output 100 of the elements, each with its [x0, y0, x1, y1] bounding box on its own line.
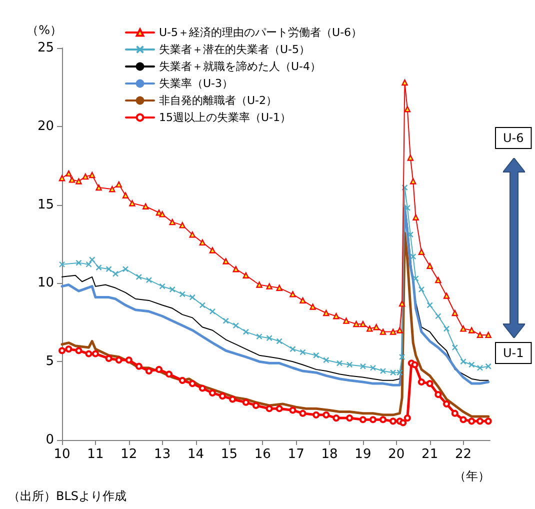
point	[370, 364, 376, 371]
point	[112, 270, 119, 277]
point	[266, 405, 273, 412]
point	[336, 360, 343, 366]
point	[398, 354, 406, 360]
legend-label: 失業者＋潜在的失業者（U-5）	[159, 43, 310, 56]
x-tick-label: 13	[154, 447, 171, 462]
point	[452, 310, 458, 316]
point	[452, 344, 458, 351]
point	[323, 356, 330, 364]
point	[468, 418, 476, 425]
point	[209, 247, 216, 254]
point	[411, 361, 418, 368]
point	[407, 154, 414, 161]
point	[188, 380, 196, 388]
point	[418, 286, 425, 293]
point	[402, 79, 408, 86]
point	[169, 286, 176, 293]
point	[426, 380, 434, 388]
point	[369, 416, 376, 424]
point	[142, 203, 149, 210]
point	[313, 352, 320, 358]
point	[276, 338, 282, 344]
point	[76, 260, 82, 266]
line-series	[60, 232, 490, 418]
point	[451, 410, 458, 417]
point	[404, 106, 411, 112]
point	[159, 283, 166, 290]
x-tick-label: 14	[187, 447, 204, 462]
point	[189, 294, 196, 300]
point	[396, 369, 403, 376]
text: U-6	[503, 131, 524, 145]
point	[86, 261, 92, 268]
point	[198, 384, 206, 392]
point	[208, 389, 216, 396]
point	[460, 358, 466, 365]
point	[85, 350, 92, 358]
y-tick-label: 15	[37, 197, 54, 212]
point	[426, 302, 433, 308]
point	[219, 392, 226, 400]
point	[232, 322, 239, 329]
point	[242, 398, 250, 406]
point	[398, 300, 406, 307]
point	[199, 302, 206, 308]
point	[346, 414, 354, 422]
x-tick-label: 20	[388, 447, 405, 462]
point	[266, 283, 272, 290]
point	[289, 406, 296, 414]
y-tick-label: 0	[46, 432, 54, 448]
point	[88, 172, 96, 178]
point	[460, 416, 467, 424]
point	[410, 178, 416, 184]
y-tick-label: 10	[37, 276, 54, 291]
x-tick-label: 15	[220, 447, 238, 462]
point	[229, 396, 236, 403]
x-tick-label: 12	[120, 447, 138, 462]
point	[412, 214, 419, 220]
point	[332, 414, 340, 422]
point	[169, 218, 176, 226]
point	[353, 320, 360, 328]
point	[390, 418, 397, 425]
point	[179, 291, 186, 298]
point	[485, 363, 492, 370]
point	[135, 362, 142, 370]
point	[418, 378, 425, 386]
point	[199, 239, 206, 246]
point	[232, 266, 239, 272]
legend-label: U-5＋経済的理由のパート労働者（U-6）	[159, 26, 362, 39]
point	[82, 173, 89, 180]
point	[92, 350, 99, 358]
legend-label: 非自発的離職者（U-2）	[159, 94, 278, 107]
point	[407, 231, 414, 238]
x-tick-label: 19	[354, 447, 372, 462]
point	[276, 405, 283, 412]
point	[58, 347, 66, 354]
point	[125, 356, 132, 364]
y-axis-title: （%）	[26, 23, 62, 37]
point	[400, 419, 407, 426]
point	[404, 204, 411, 212]
point	[443, 326, 450, 332]
point	[256, 333, 262, 340]
point	[76, 178, 82, 184]
point	[359, 416, 366, 424]
point	[189, 231, 196, 238]
point	[58, 261, 66, 268]
point	[476, 332, 484, 338]
point	[360, 363, 366, 370]
y-tick-label: 5	[46, 354, 54, 370]
point	[468, 362, 475, 368]
point	[323, 310, 330, 316]
point	[343, 318, 350, 324]
point	[105, 354, 112, 362]
point	[380, 368, 386, 374]
point	[390, 369, 396, 376]
point	[122, 266, 129, 272]
x-tick-label: 22	[454, 447, 472, 462]
legend-label: 失業者＋就職を諦めた人（U-4）	[159, 60, 322, 73]
point	[435, 313, 442, 320]
point	[88, 256, 96, 263]
point	[276, 284, 282, 292]
